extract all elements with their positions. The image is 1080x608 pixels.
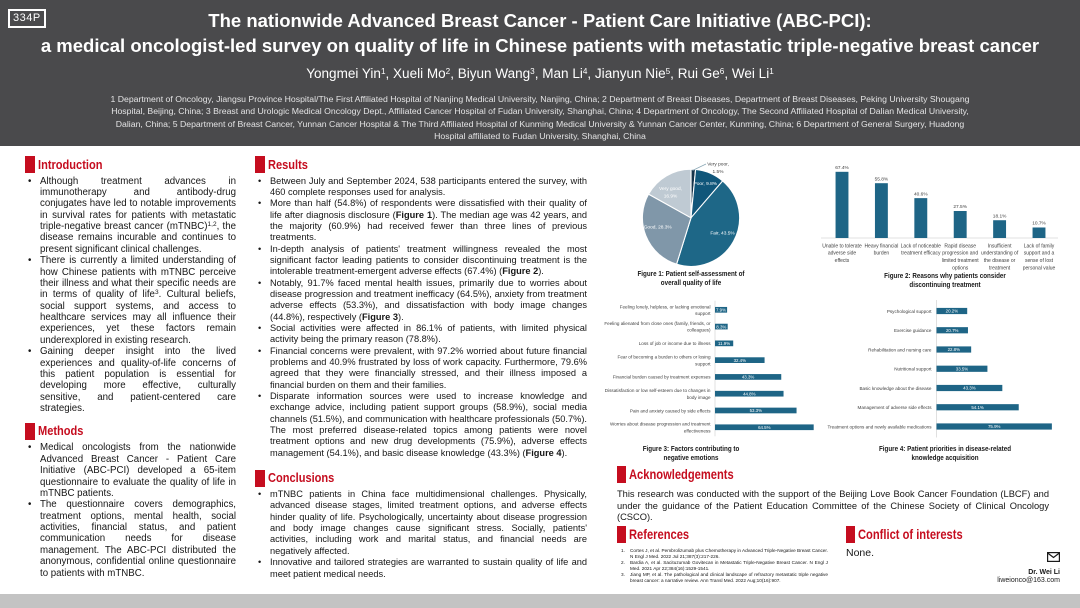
svg-text:10.7%: 10.7% xyxy=(1032,221,1046,227)
svg-text:67.4%: 67.4% xyxy=(835,165,849,171)
svg-text:understanding of: understanding of xyxy=(981,251,1019,257)
svg-text:43.3%: 43.3% xyxy=(963,386,976,391)
svg-text:8.3%: 8.3% xyxy=(716,324,726,329)
svg-text:Basic knowledge about the dise: Basic knowledge about the disease xyxy=(859,386,931,391)
svg-text:16.9%: 16.9% xyxy=(664,193,678,199)
svg-text:7.9%: 7.9% xyxy=(716,308,726,313)
svg-text:Psychological support: Psychological support xyxy=(887,309,932,314)
svg-text:53.3%: 53.3% xyxy=(750,408,763,413)
svg-text:Rehabilitation and nursing car: Rehabilitation and nursing care xyxy=(868,347,932,352)
svg-text:Fair, 43.5%: Fair, 43.5% xyxy=(710,230,735,236)
svg-text:effects: effects xyxy=(835,258,850,264)
svg-text:20.7%: 20.7% xyxy=(946,328,959,333)
svg-text:Very good,: Very good, xyxy=(659,186,682,192)
svg-text:Insufficient: Insufficient xyxy=(988,243,1012,249)
svg-text:75.9%: 75.9% xyxy=(988,424,1001,429)
svg-text:33.5%: 33.5% xyxy=(956,366,969,371)
svg-text:32.4%: 32.4% xyxy=(734,358,747,363)
svg-text:burden: burden xyxy=(874,251,890,257)
svg-text:Loss of job or income due to i: Loss of job or income due to illness xyxy=(639,341,711,346)
svg-text:Lack of family: Lack of family xyxy=(1024,243,1055,249)
svg-text:Exercise guidance: Exercise guidance xyxy=(894,328,932,333)
svg-text:support: support xyxy=(695,311,711,316)
svg-text:effectiveness: effectiveness xyxy=(684,428,711,433)
svg-text:18.1%: 18.1% xyxy=(993,213,1007,219)
svg-text:Fear of becoming a burden to o: Fear of becoming a burden to others or l… xyxy=(618,355,711,360)
svg-text:Feeling alienated from close o: Feeling alienated from close ones (famil… xyxy=(604,321,711,326)
svg-text:54.1%: 54.1% xyxy=(971,405,984,410)
svg-text:Feeling lonely, helpless, or l: Feeling lonely, helpless, or lacking emo… xyxy=(620,304,711,309)
svg-text:progression and: progression and xyxy=(942,251,978,257)
svg-text:Unable to tolerate: Unable to tolerate xyxy=(822,243,862,249)
svg-text:Financial burden caused by tre: Financial burden caused by treatment exp… xyxy=(613,375,712,380)
svg-text:43.3%: 43.3% xyxy=(742,375,755,380)
svg-text:20.2%: 20.2% xyxy=(946,309,959,314)
svg-text:Good, 28.3%: Good, 28.3% xyxy=(644,225,673,231)
svg-text:Lack of noticeable: Lack of noticeable xyxy=(901,243,942,249)
svg-text:Very poor,: Very poor, xyxy=(707,162,729,168)
svg-text:Heavy financial: Heavy financial xyxy=(864,243,898,249)
svg-text:Pain and anxiety caused by sid: Pain and anxiety caused by side effects xyxy=(630,408,711,413)
svg-text:Poor, 9.8%: Poor, 9.8% xyxy=(694,181,718,187)
svg-text:11.9%: 11.9% xyxy=(718,341,730,346)
svg-text:40.6%: 40.6% xyxy=(914,191,928,197)
svg-text:treatment efficacy: treatment efficacy xyxy=(901,251,941,257)
svg-text:colleagues): colleagues) xyxy=(687,328,711,333)
svg-text:support: support xyxy=(695,361,711,366)
svg-text:Management of adverse side eff: Management of adverse side effects xyxy=(858,405,933,410)
svg-text:22.8%: 22.8% xyxy=(948,347,961,352)
svg-text:Nutritional support: Nutritional support xyxy=(894,367,932,372)
svg-text:support and a: support and a xyxy=(1024,251,1055,257)
svg-text:limited treatment: limited treatment xyxy=(942,258,980,264)
svg-text:body image: body image xyxy=(687,395,711,400)
svg-text:Worries about disease progress: Worries about disease progression and tr… xyxy=(610,422,711,427)
svg-text:sense of lost: sense of lost xyxy=(1025,258,1054,264)
svg-text:the disease or: the disease or xyxy=(984,258,1016,264)
svg-text:Rapid disease: Rapid disease xyxy=(944,243,976,249)
svg-text:27.5%: 27.5% xyxy=(953,204,967,210)
svg-text:44.8%: 44.8% xyxy=(743,391,756,396)
svg-text:1.5%: 1.5% xyxy=(713,169,725,175)
svg-text:adverse side: adverse side xyxy=(828,251,857,257)
svg-text:Dissatisfaction or low self-es: Dissatisfaction or low self-esteem due t… xyxy=(605,388,711,393)
svg-text:64.5%: 64.5% xyxy=(758,425,771,430)
svg-text:55.8%: 55.8% xyxy=(875,176,889,182)
svg-text:Treatment options and newly av: Treatment options and newly available me… xyxy=(827,424,932,429)
